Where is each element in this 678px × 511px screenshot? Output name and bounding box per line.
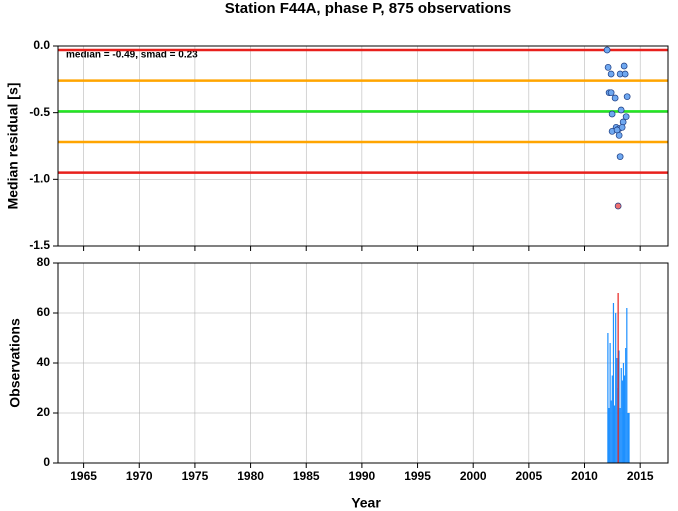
point	[617, 106, 625, 114]
y-tick-label: 60	[37, 305, 51, 319]
bar	[619, 408, 621, 463]
x-tick-label: 1965	[70, 469, 97, 483]
x-tick-label: 1980	[237, 469, 264, 483]
x-axis-label: Year	[351, 495, 381, 511]
point	[611, 94, 619, 102]
bar	[613, 405, 616, 463]
chart-title: Station F44A, phase P, 875 observations	[225, 0, 512, 17]
point	[621, 70, 629, 78]
y-tick-label: 0	[43, 455, 50, 469]
bar	[626, 308, 628, 463]
plot-frame	[57, 262, 669, 464]
point	[616, 153, 624, 161]
bar	[621, 380, 623, 463]
bar	[608, 408, 610, 463]
bar	[607, 333, 609, 463]
point	[607, 70, 615, 78]
x-tick-label: 2010	[571, 469, 598, 483]
bar	[623, 375, 626, 463]
x-tick-label: 2015	[627, 469, 654, 483]
bar	[620, 368, 622, 463]
bar	[611, 375, 613, 463]
x-tick-label: 2000	[460, 469, 487, 483]
point	[623, 93, 631, 101]
bar	[625, 348, 627, 463]
y-tick-label: 40	[37, 355, 51, 369]
point	[622, 113, 630, 121]
point	[608, 110, 616, 118]
x-tick-label: 1995	[404, 469, 431, 483]
y-axis-label: Median residual [s]	[5, 83, 21, 210]
point	[619, 118, 627, 126]
y-tick-label: -1.5	[29, 238, 50, 252]
x-tick-label: 1985	[293, 469, 320, 483]
y-tick-label: -0.5	[29, 105, 50, 119]
annotation: median = -0.49, smad = 0.23	[66, 50, 198, 61]
bar	[615, 313, 617, 463]
y-axis-label: Observations	[7, 318, 23, 408]
point	[607, 89, 615, 97]
bar	[628, 413, 630, 463]
bar	[610, 400, 612, 463]
bar	[627, 413, 629, 463]
point	[603, 46, 611, 54]
point	[615, 131, 623, 139]
highlight-bar	[617, 293, 619, 463]
x-tick-label: 1970	[126, 469, 153, 483]
x-tick-label: 1990	[349, 469, 376, 483]
x-tick-label: 1975	[182, 469, 209, 483]
point	[620, 62, 628, 70]
point	[618, 123, 626, 131]
bar	[622, 363, 625, 463]
plot-frame	[57, 45, 669, 247]
bar	[612, 303, 615, 463]
y-tick-label: 80	[37, 255, 51, 269]
bar	[609, 343, 611, 463]
x-tick-label: 2005	[516, 469, 543, 483]
y-tick-label: 0.0	[33, 38, 50, 52]
bar	[618, 350, 620, 463]
point	[604, 63, 612, 71]
point	[614, 202, 622, 210]
y-tick-label: -1.0	[29, 172, 50, 186]
bar	[616, 358, 618, 463]
y-tick-label: 20	[37, 405, 51, 419]
